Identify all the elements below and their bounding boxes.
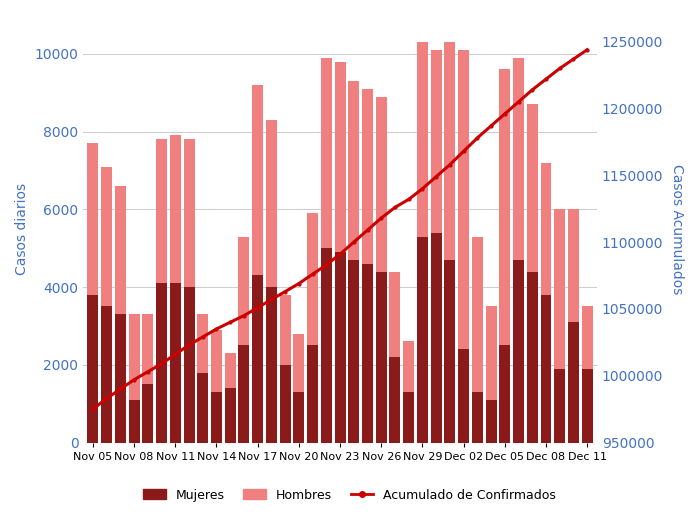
Bar bbox=[389, 357, 401, 442]
Bar bbox=[101, 307, 112, 442]
Bar bbox=[540, 163, 552, 295]
Bar bbox=[431, 50, 442, 233]
Bar bbox=[554, 209, 565, 369]
Bar bbox=[472, 392, 483, 442]
Bar bbox=[445, 260, 455, 442]
Bar bbox=[582, 307, 593, 369]
Bar bbox=[335, 252, 345, 442]
Bar bbox=[280, 365, 291, 442]
Bar bbox=[486, 307, 496, 400]
Bar bbox=[184, 287, 194, 442]
Bar bbox=[184, 139, 194, 287]
Bar bbox=[101, 167, 112, 307]
Bar bbox=[224, 353, 236, 388]
Bar bbox=[486, 400, 496, 442]
Bar bbox=[417, 42, 428, 237]
Legend: Mujeres, Hombres, Acumulado de Confirmados: Mujeres, Hombres, Acumulado de Confirmad… bbox=[138, 484, 561, 507]
Bar bbox=[513, 260, 524, 442]
Bar bbox=[280, 295, 291, 365]
Bar bbox=[348, 260, 359, 442]
Bar bbox=[238, 237, 250, 346]
Bar bbox=[143, 314, 153, 384]
Bar bbox=[266, 120, 277, 287]
Bar bbox=[321, 248, 332, 442]
Bar bbox=[143, 384, 153, 442]
Bar bbox=[156, 139, 167, 283]
Bar bbox=[389, 271, 401, 357]
Bar bbox=[321, 57, 332, 248]
Bar bbox=[170, 283, 181, 442]
Bar bbox=[252, 276, 263, 442]
Bar bbox=[458, 349, 469, 442]
Bar bbox=[527, 105, 538, 271]
Bar bbox=[431, 233, 442, 442]
Bar bbox=[335, 62, 345, 252]
Bar bbox=[211, 392, 222, 442]
Bar bbox=[294, 334, 304, 392]
Bar bbox=[527, 271, 538, 442]
Bar bbox=[307, 213, 318, 346]
Bar bbox=[115, 186, 126, 314]
Bar bbox=[294, 392, 304, 442]
Bar bbox=[115, 314, 126, 442]
Bar bbox=[129, 400, 140, 442]
Y-axis label: Casos diarios: Casos diarios bbox=[15, 183, 29, 275]
Bar bbox=[568, 209, 579, 322]
Bar bbox=[307, 346, 318, 442]
Bar bbox=[362, 89, 373, 264]
Y-axis label: Casos Acumulados: Casos Acumulados bbox=[670, 164, 684, 294]
Bar bbox=[513, 57, 524, 260]
Bar bbox=[224, 388, 236, 442]
Bar bbox=[197, 372, 208, 442]
Bar bbox=[129, 314, 140, 400]
Bar bbox=[87, 295, 99, 442]
Bar bbox=[348, 81, 359, 260]
Bar bbox=[582, 369, 593, 442]
Bar bbox=[499, 346, 510, 442]
Bar bbox=[170, 136, 181, 283]
Bar bbox=[376, 271, 387, 442]
Bar bbox=[211, 330, 222, 392]
Bar bbox=[376, 97, 387, 271]
Bar bbox=[540, 295, 552, 442]
Bar bbox=[87, 143, 99, 295]
Bar bbox=[499, 69, 510, 346]
Bar bbox=[362, 264, 373, 442]
Bar bbox=[197, 314, 208, 372]
Bar bbox=[266, 287, 277, 442]
Bar bbox=[554, 369, 565, 442]
Bar bbox=[403, 392, 415, 442]
Bar bbox=[403, 341, 415, 392]
Bar bbox=[238, 346, 250, 442]
Bar bbox=[156, 283, 167, 442]
Bar bbox=[252, 85, 263, 276]
Bar bbox=[472, 237, 483, 392]
Bar bbox=[445, 42, 455, 260]
Bar bbox=[417, 237, 428, 442]
Bar bbox=[568, 322, 579, 442]
Bar bbox=[458, 50, 469, 349]
